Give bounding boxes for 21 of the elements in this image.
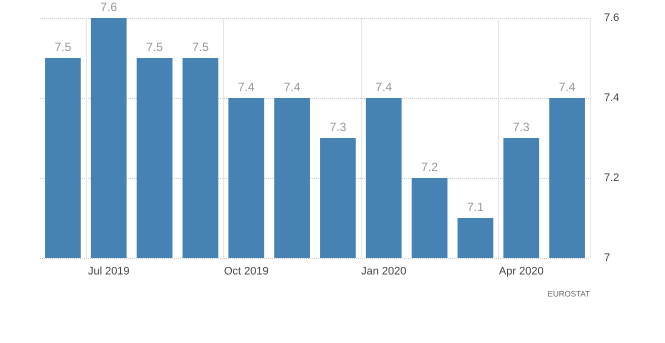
data-label: 7.4 [375, 80, 392, 94]
x-tick-label: Jul 2019 [88, 266, 130, 278]
text: EUROSTAT [548, 290, 590, 298]
y-tick-label: 7.6 [604, 12, 620, 24]
data-label: 7.4 [284, 80, 301, 94]
data-label: 7.3 [330, 120, 347, 134]
y-tick-label: 7.4 [604, 92, 620, 104]
x-tick-label: Apr 2020 [498, 266, 544, 278]
y-tick-label: 7 [604, 252, 610, 264]
x-tick-label: Oct 2019 [224, 266, 269, 278]
x-tick-label: Jan 2020 [361, 266, 406, 278]
data-label: 7.5 [54, 40, 72, 54]
data-label: 7.5 [192, 40, 210, 54]
data-label: 7.2 [421, 160, 438, 174]
data-label: 7.4 [558, 80, 576, 94]
y-tick-label: 7.2 [604, 172, 620, 184]
data-label: 7.6 [100, 0, 118, 14]
data-label: 7.1 [467, 200, 484, 214]
data-label: 7.3 [512, 120, 530, 134]
data-label: 7.4 [238, 80, 255, 94]
data-label: 7.5 [146, 40, 164, 54]
